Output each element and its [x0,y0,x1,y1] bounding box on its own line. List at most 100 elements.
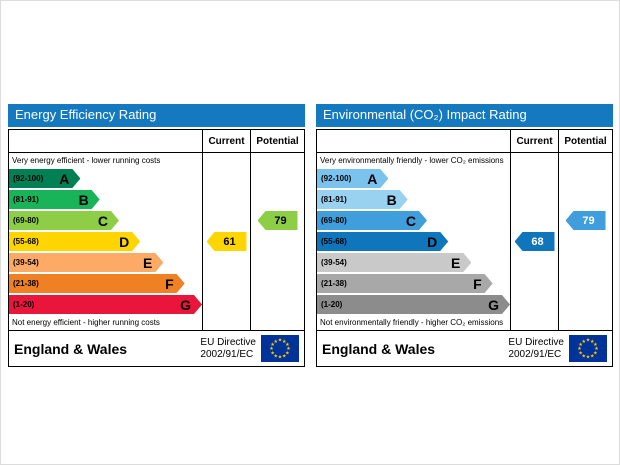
bottom-note-row: Not environmentally friendly - higher CO… [317,315,612,330]
band-range: (92-100) [321,174,352,183]
band-letter: D [119,233,130,250]
svg-text:★: ★ [590,339,595,345]
svg-text:★: ★ [582,339,587,345]
band-letter: C [97,212,108,229]
band-range: (81-91) [321,195,347,204]
band-range: (69-80) [13,216,39,225]
band-row-g: (1-20) G [317,294,612,315]
potential-rating-arrow: 79 [257,211,298,230]
svg-text:★: ★ [593,350,598,356]
band-row-g: (1-20) G [9,294,304,315]
svg-text:★: ★ [578,350,583,356]
band-row-b: (81-91) B [317,189,612,210]
band-c: (69-80) C [317,211,427,230]
band-range: (69-80) [321,216,347,225]
current-rating-value: 61 [223,235,236,248]
header-spacer [9,130,202,152]
band-g: (1-20) G [9,295,202,314]
band-letter: A [367,170,378,187]
band-row-f: (21-38) F [317,273,612,294]
current-column-header: Current [510,130,558,152]
band-row-d: (55-68) D 61 [9,231,304,252]
svg-text:★: ★ [582,354,587,360]
potential-column-header: Potential [250,130,304,152]
band-a: (92-100) A [317,169,388,188]
svg-text:★: ★ [594,346,599,352]
band-range: (1-20) [13,300,35,309]
environmental-rating-chart: Current Potential Very environmentally f… [316,129,613,331]
band-f: (21-38) F [317,274,493,293]
header-spacer [317,130,510,152]
footer: England & Wales EU Directive 2002/91/EC … [8,331,305,367]
band-letter: C [405,212,416,229]
current-rating-value: 68 [531,235,544,248]
band-range: (21-38) [13,279,39,288]
svg-text:★: ★ [586,355,591,361]
top-note: Very energy efficient - lower running co… [12,156,161,165]
potential-rating-arrow: 79 [565,211,606,230]
band-f: (21-38) F [9,274,185,293]
band-a: (92-100) A [9,169,80,188]
band-row-a: (92-100) A [9,168,304,189]
band-row-a: (92-100) A [317,168,612,189]
svg-text:★: ★ [278,338,283,344]
band-row-e: (39-54) E [317,252,612,273]
band-row-c: (69-80) C 79 [9,210,304,231]
band-row-f: (21-38) F [9,273,304,294]
band-row-e: (39-54) E [9,252,304,273]
potential-rating-value: 79 [582,214,595,227]
svg-text:★: ★ [274,354,279,360]
environmental-panel-title: Environmental (CO₂) Impact Rating [316,104,613,127]
band-row-b: (81-91) B [9,189,304,210]
svg-text:★: ★ [278,355,283,361]
energy-rating-chart: Current Potential Very energy efficient … [8,129,305,331]
band-b: (81-91) B [9,190,100,209]
band-e: (39-54) E [9,253,163,272]
band-g: (1-20) G [317,295,510,314]
band-range: (39-54) [321,258,347,267]
region-label: England & Wales [14,340,128,357]
band-range: (39-54) [13,258,39,267]
band-b: (81-91) B [317,190,408,209]
svg-text:★: ★ [593,342,598,348]
svg-text:★: ★ [578,342,583,348]
band-d: (55-68) D [9,232,140,251]
svg-text:★: ★ [590,354,595,360]
band-c: (69-80) C [9,211,119,230]
band-range: (81-91) [13,195,39,204]
energy-panel-title: Energy Efficiency Rating [8,104,305,127]
svg-text:★: ★ [285,350,290,356]
band-range: (55-68) [13,237,39,246]
band-letter: G [180,296,191,313]
band-range: (21-38) [321,279,347,288]
svg-text:★: ★ [270,342,275,348]
band-letter: B [78,191,89,208]
band-range: (1-20) [321,300,343,309]
top-note-row: Very energy efficient - lower running co… [9,153,304,168]
potential-column-header: Potential [558,130,612,152]
svg-text:★: ★ [270,350,275,356]
footer: England & Wales EU Directive 2002/91/EC … [316,331,613,367]
band-d: (55-68) D [317,232,448,251]
column-header-row: Current Potential [317,130,612,153]
band-e: (39-54) E [317,253,471,272]
current-column-header: Current [202,130,250,152]
bottom-note: Not environmentally friendly - higher CO… [320,318,504,327]
band-letter: E [143,254,153,271]
band-letter: A [59,170,70,187]
band-letter: D [427,233,438,250]
band-row-c: (69-80) C 79 [317,210,612,231]
band-letter: F [473,275,482,292]
potential-rating-value: 79 [274,214,287,227]
band-range: (55-68) [321,237,347,246]
band-letter: G [488,296,499,313]
svg-text:★: ★ [282,354,287,360]
environmental-impact-panel: Environmental (CO₂) Impact Rating Curren… [316,104,613,367]
band-range: (92-100) [13,174,44,183]
eu-flag-icon: ★ ★★ ★★★ ★★★ ★★★ [569,335,607,362]
region-label: England & Wales [322,340,436,357]
svg-text:★: ★ [577,346,582,352]
svg-text:★: ★ [286,346,291,352]
eu-directive-label: EU Directive 2002/91/EC [508,336,564,360]
svg-text:★: ★ [586,338,591,344]
